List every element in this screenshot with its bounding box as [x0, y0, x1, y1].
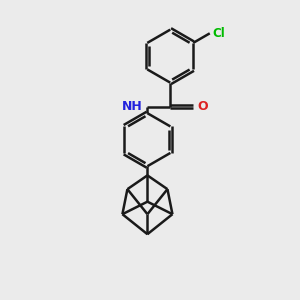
Text: O: O	[198, 100, 208, 113]
Text: Cl: Cl	[212, 27, 225, 40]
Text: NH: NH	[122, 100, 143, 113]
